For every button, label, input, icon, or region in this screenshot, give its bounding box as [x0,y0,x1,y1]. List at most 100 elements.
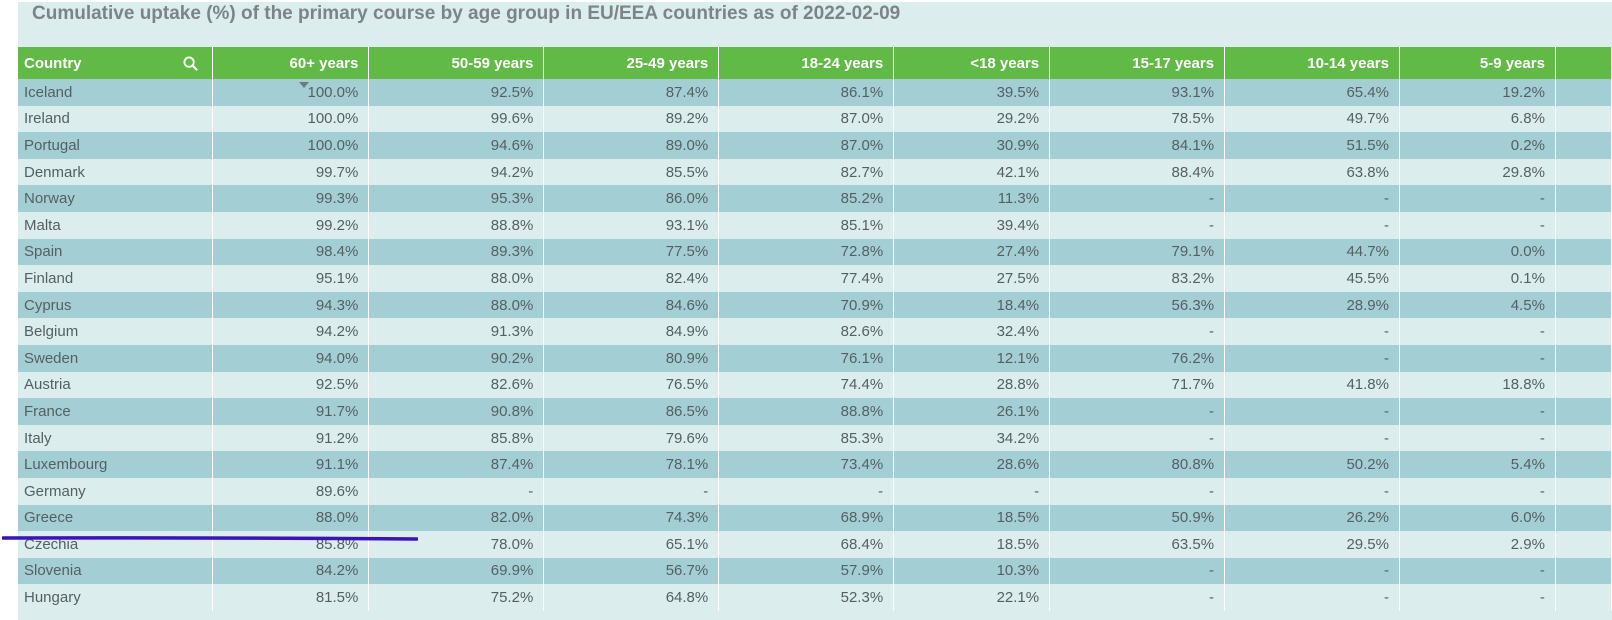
value-cell: 91.2% [212,424,370,452]
table-row[interactable]: Denmark 99.7% 94.2% 85.5% 82.7% 42.1% 88.4% 63.… [18,158,1612,186]
value-cell: - [543,477,720,505]
overflow-cell [1555,318,1612,345]
value-cell: 10.3% [893,557,1051,585]
table-row[interactable]: Ireland 100.0% 99.6% 89.2% 87.0% 29.2% 78.5% 49… [18,105,1612,133]
column-header-50-59[interactable]: 50-59 years [368,47,545,79]
table-row[interactable]: Malta 99.2% 88.8% 93.1% 85.1% 39.4% - - - [18,211,1612,239]
value-cell: 94.2% [212,318,370,345]
table-row[interactable]: Czechia 85.8% 78.0% 65.1% 68.4% 18.5% 63.5% 29.… [18,531,1612,558]
value-cell: 88.4% [1049,158,1226,186]
table-row[interactable]: Germany 89.6% - - - - - - - [18,477,1612,505]
table-row[interactable]: Greece 88.0% 82.0% 74.3% 68.9% 18.5% 50.9% 26.2… [18,504,1612,532]
overflow-cell [1555,79,1612,106]
table-row[interactable]: Portugal 100.0% 94.6% 89.0% 87.0% 30.9% 84.1% 5… [18,132,1612,159]
value-cell: 80.9% [543,344,720,372]
overflow-cell [1555,451,1612,478]
value-cell: - [1224,185,1400,212]
country-cell: Norway [18,185,214,212]
value-cell: 85.8% [212,531,370,558]
value-cell: - [1224,398,1400,425]
table-row[interactable]: Sweden 94.0% 90.2% 80.9% 76.1% 12.1% 76.2% - - [18,344,1612,372]
value-cell: - [1224,344,1400,372]
value-cell: - [1049,584,1226,611]
country-cell: Iceland [18,79,214,106]
value-cell: 29.5% [1224,531,1400,558]
value-cell: 39.5% [893,79,1051,106]
value-cell: 28.8% [893,371,1051,399]
annotation-underline [2,536,418,541]
value-cell: 0.1% [1399,265,1556,292]
column-header-overflow [1555,47,1612,79]
table-row[interactable]: Austria 92.5% 82.6% 76.5% 74.4% 28.8% 71.7% 41.… [18,371,1612,399]
country-cell: Malta [18,211,214,239]
value-cell: 94.0% [212,344,370,372]
column-header-5-9[interactable]: 5-9 years [1399,47,1556,79]
table-row[interactable]: France 91.7% 90.8% 86.5% 88.8% 26.1% - - - [18,398,1612,425]
table-row[interactable]: Norway 99.3% 95.3% 86.0% 85.2% 11.3% - - - [18,185,1612,212]
value-cell: 82.7% [718,158,895,186]
sort-descending-icon[interactable] [299,82,309,88]
value-cell: 85.3% [718,424,895,452]
country-cell: Luxembourg [18,451,214,478]
country-cell: Germany [18,477,214,505]
table-row[interactable]: Finland 95.1% 88.0% 82.4% 77.4% 27.5% 83.2% 45.… [18,265,1612,292]
column-header-10-14[interactable]: 10-14 years [1224,47,1400,79]
table-row[interactable]: Spain 98.4% 89.3% 77.5% 72.8% 27.4% 79.1% 44.7%… [18,238,1612,266]
value-cell: 90.2% [368,344,545,372]
value-cell: - [1399,318,1556,345]
value-cell: 84.9% [543,318,720,345]
value-cell: 44.7% [1224,238,1400,266]
value-cell: - [1224,211,1400,239]
value-cell: 84.6% [543,291,720,319]
value-cell: 18.4% [893,291,1051,319]
value-cell: 91.3% [368,318,545,345]
column-header-25-49[interactable]: 25-49 years [543,47,720,79]
value-cell: 91.1% [212,451,370,478]
table-row[interactable]: Slovenia 84.2% 69.9% 56.7% 57.9% 10.3% - - - [18,557,1612,585]
value-cell: - [368,477,545,505]
value-cell: 81.5% [212,584,370,611]
value-cell: - [893,477,1051,505]
table-row[interactable]: Cyprus 94.3% 88.0% 84.6% 70.9% 18.4% 56.3% 28.9… [18,291,1612,319]
value-cell: 88.0% [368,291,545,319]
value-cell: - [1224,477,1400,505]
column-header-60-plus[interactable]: 60+ years [212,47,370,79]
country-cell: Hungary [18,584,214,611]
value-cell: 99.2% [212,211,370,239]
value-cell: 95.1% [212,265,370,292]
value-cell: 99.7% [212,158,370,186]
value-cell: 83.2% [1049,265,1226,292]
value-cell: 79.1% [1049,238,1226,266]
value-cell: 6.0% [1399,504,1556,532]
table-row[interactable]: Iceland 100.0% 92.5% 87.4% 86.1% 39.5% 93.1% 65… [18,79,1612,106]
column-header-country[interactable]: Country [18,47,214,79]
value-cell: 79.6% [543,424,720,452]
value-cell: 89.2% [543,105,720,133]
value-cell: 65.4% [1224,79,1400,106]
column-header-under-18[interactable]: <18 years [893,47,1051,79]
value-cell: - [1399,211,1556,239]
value-cell: 82.6% [718,318,895,345]
table-row[interactable]: Hungary 81.5% 75.2% 64.8% 52.3% 22.1% - - - [18,584,1612,611]
column-header-18-24[interactable]: 18-24 years [718,47,895,79]
table-row[interactable]: Luxembourg 91.1% 87.4% 78.1% 73.4% 28.6% 80.8%… [18,451,1612,478]
column-header-15-17[interactable]: 15-17 years [1049,47,1226,79]
country-cell: Ireland [18,105,214,133]
value-cell: 85.5% [543,158,720,186]
table-row[interactable]: Belgium 94.2% 91.3% 84.9% 82.6% 32.4% - - - [18,318,1612,345]
value-cell: 72.8% [718,238,895,266]
value-cell: 78.5% [1049,105,1226,133]
value-cell: 87.0% [718,105,895,133]
value-cell: 76.5% [543,371,720,399]
value-cell: - [1049,318,1226,345]
overflow-cell [1555,238,1612,266]
value-cell: 100.0% [212,79,370,106]
value-cell: 26.2% [1224,504,1400,532]
value-cell: - [1224,318,1400,345]
value-cell: 86.1% [718,79,895,106]
value-cell: 50.2% [1224,451,1400,478]
value-cell: 0.2% [1399,132,1556,159]
table-row[interactable]: Italy 91.2% 85.8% 79.6% 85.3% 34.2% - - - [18,424,1612,452]
search-icon[interactable] [183,56,199,71]
value-cell: 73.4% [718,451,895,478]
